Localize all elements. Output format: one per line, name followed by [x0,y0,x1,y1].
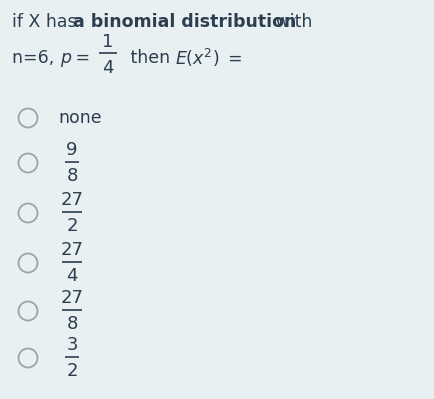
Text: 27: 27 [60,191,83,209]
Text: with: with [270,13,312,31]
Text: 8: 8 [66,315,78,333]
Text: 3: 3 [66,336,78,354]
Text: if X has: if X has [12,13,82,31]
Text: 4: 4 [66,267,78,285]
Text: 4: 4 [102,59,113,77]
Text: none: none [58,109,102,127]
Text: n=6,: n=6, [12,49,59,67]
Text: 2: 2 [66,217,78,235]
Text: a binomial distribution: a binomial distribution [73,13,296,31]
Text: 2: 2 [66,362,78,380]
Text: 8: 8 [66,167,78,185]
Text: 27: 27 [60,289,83,307]
Text: 9: 9 [66,141,78,159]
Text: then: then [125,49,170,67]
Text: 1: 1 [102,33,113,51]
Text: =: = [70,49,90,67]
Text: $E(x^2)\ =$: $E(x^2)\ =$ [174,47,242,69]
Text: p: p [60,49,71,67]
Text: 27: 27 [60,241,83,259]
